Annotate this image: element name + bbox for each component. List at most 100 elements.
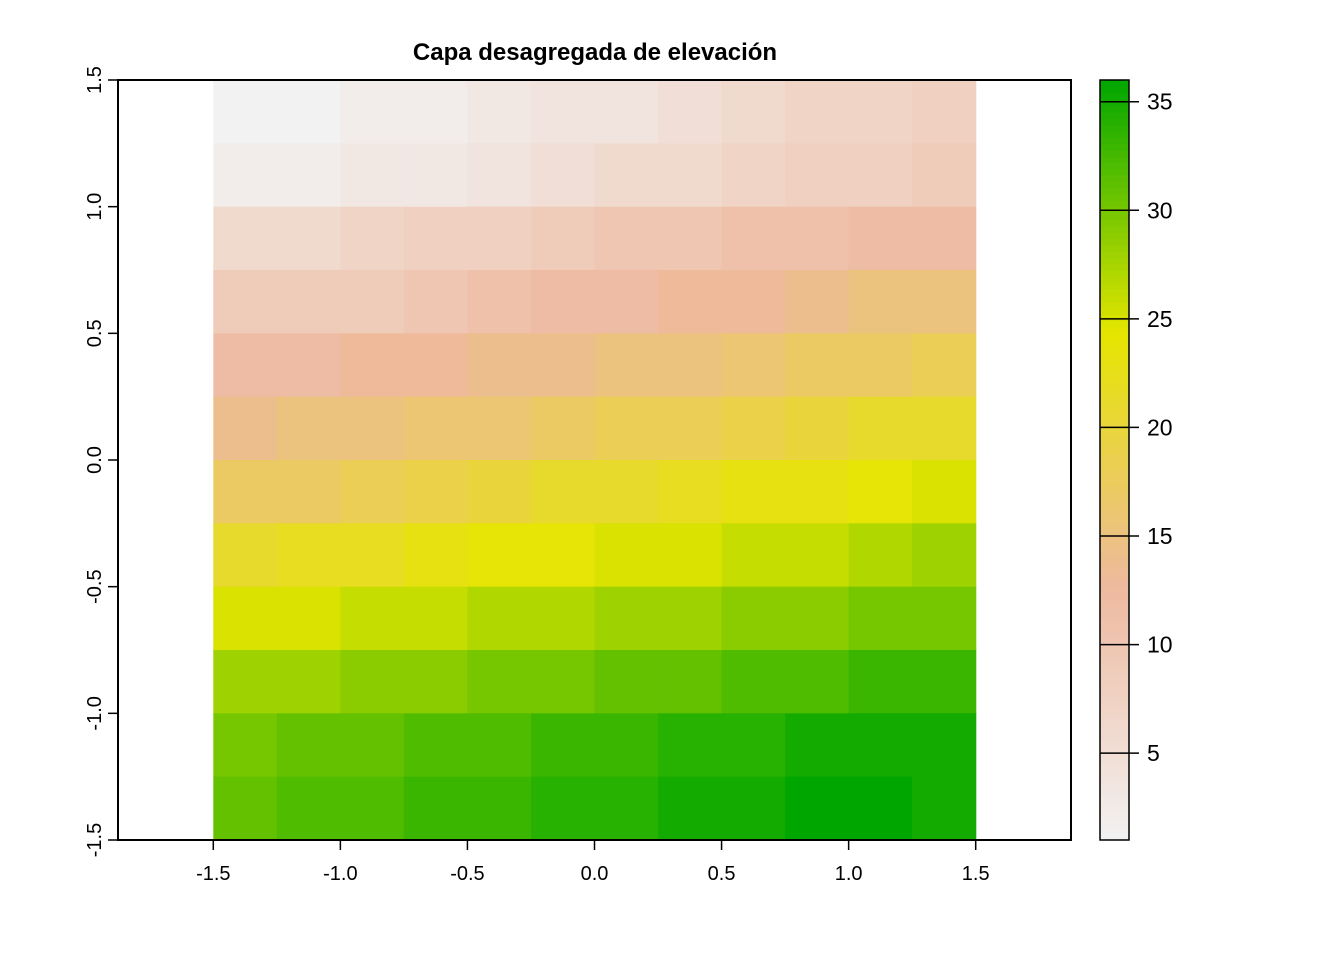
legend-swatch bbox=[1100, 612, 1129, 619]
raster-cell bbox=[785, 333, 850, 398]
raster-cell bbox=[276, 270, 341, 334]
raster-cell bbox=[721, 523, 786, 588]
raster-cell bbox=[213, 713, 278, 778]
raster-cell bbox=[276, 333, 341, 398]
raster-cell bbox=[530, 80, 596, 144]
legend-swatch bbox=[1100, 403, 1129, 410]
raster-cell bbox=[340, 586, 405, 651]
legend-swatch bbox=[1100, 377, 1129, 385]
legend-swatch bbox=[1100, 751, 1129, 759]
raster-cell bbox=[594, 713, 659, 778]
legend-swatch bbox=[1100, 175, 1129, 182]
raster-cell bbox=[721, 713, 786, 778]
raster-cell bbox=[785, 270, 850, 334]
raster-cell bbox=[594, 776, 659, 841]
raster-cell bbox=[848, 80, 913, 144]
legend-swatch bbox=[1100, 181, 1129, 189]
legend-swatch bbox=[1100, 270, 1129, 277]
raster-cell bbox=[594, 650, 659, 714]
legend-swatch bbox=[1100, 149, 1129, 157]
raster-cell bbox=[848, 143, 913, 208]
chart-title: Capa desagregada de elevación bbox=[413, 39, 777, 66]
raster-cell bbox=[594, 143, 659, 208]
legend-swatch bbox=[1100, 390, 1129, 398]
raster-cell bbox=[658, 713, 723, 778]
raster-cell bbox=[276, 523, 341, 588]
raster-cell bbox=[403, 270, 469, 334]
legend-swatch bbox=[1100, 814, 1129, 822]
raster-cell bbox=[213, 776, 278, 841]
raster-cell bbox=[912, 143, 977, 208]
legend-swatch bbox=[1100, 732, 1129, 740]
raster-cell bbox=[530, 270, 596, 334]
legend-tick-label: 35 bbox=[1147, 89, 1173, 115]
raster-cell bbox=[403, 713, 469, 778]
raster-cell bbox=[658, 586, 723, 651]
legend-tick-label: 5 bbox=[1147, 740, 1160, 766]
raster-cell bbox=[340, 776, 405, 841]
raster-cell bbox=[658, 460, 723, 524]
raster-cell bbox=[658, 80, 723, 144]
raster-cell bbox=[213, 396, 278, 461]
raster-cell bbox=[403, 460, 469, 524]
raster-cell bbox=[848, 586, 913, 651]
legend-swatch bbox=[1100, 561, 1129, 569]
raster-cell bbox=[530, 523, 596, 588]
raster-cell bbox=[467, 396, 532, 461]
raster-cell bbox=[467, 523, 532, 588]
raster-cell bbox=[912, 333, 977, 398]
x-axis: -1.5 -1.0 -0.5 0.0 0.5 1.0 1.5 bbox=[196, 839, 990, 885]
raster-cell bbox=[594, 206, 659, 271]
legend-swatch bbox=[1100, 156, 1129, 163]
raster-cell bbox=[594, 396, 659, 461]
legend-swatch bbox=[1100, 251, 1129, 258]
raster-cell bbox=[213, 206, 278, 271]
raster-cell bbox=[276, 460, 341, 524]
raster-cell bbox=[403, 650, 469, 714]
raster-cell bbox=[848, 396, 913, 461]
raster-cell bbox=[340, 333, 405, 398]
legend-swatch bbox=[1100, 396, 1129, 404]
legend-swatch bbox=[1100, 460, 1129, 467]
legend-swatch bbox=[1100, 719, 1129, 727]
raster-cell bbox=[658, 396, 723, 461]
raster-cell bbox=[594, 80, 659, 144]
raster-cell bbox=[785, 713, 850, 778]
raster-cell bbox=[530, 650, 596, 714]
legend-swatch bbox=[1100, 555, 1129, 562]
legend-swatch bbox=[1100, 219, 1129, 227]
legend-swatch bbox=[1100, 523, 1129, 531]
legend-swatch bbox=[1100, 479, 1129, 486]
legend-swatch bbox=[1100, 301, 1129, 309]
raster-cell bbox=[467, 143, 532, 208]
raster-cell bbox=[658, 206, 723, 271]
raster-cell bbox=[340, 460, 405, 524]
legend-swatch bbox=[1100, 529, 1129, 537]
raster-cell bbox=[912, 523, 977, 588]
raster-cell bbox=[340, 523, 405, 588]
raster-cell bbox=[721, 80, 786, 144]
raster-cell bbox=[658, 333, 723, 398]
legend-swatch bbox=[1100, 441, 1129, 448]
raster-cell bbox=[530, 333, 596, 398]
raster-cell bbox=[721, 396, 786, 461]
legend-tick-label: 25 bbox=[1147, 306, 1173, 332]
raster-cell bbox=[721, 333, 786, 398]
legend-swatch bbox=[1100, 333, 1129, 341]
legend-swatch bbox=[1100, 783, 1129, 790]
legend-swatch bbox=[1100, 80, 1129, 87]
raster-cell bbox=[594, 270, 659, 334]
raster-cell bbox=[213, 143, 278, 208]
x-tick-label: 0.0 bbox=[581, 863, 609, 885]
legend-frame bbox=[1099, 79, 1130, 841]
raster-cell bbox=[721, 270, 786, 334]
x-tick-label: 0.5 bbox=[708, 863, 736, 885]
raster-cell bbox=[403, 80, 469, 144]
legend-swatch bbox=[1100, 764, 1129, 771]
raster-cell bbox=[912, 460, 977, 524]
raster-cell bbox=[530, 396, 596, 461]
legend-swatch bbox=[1100, 200, 1129, 208]
raster-cell bbox=[594, 333, 659, 398]
raster-cell bbox=[530, 460, 596, 524]
